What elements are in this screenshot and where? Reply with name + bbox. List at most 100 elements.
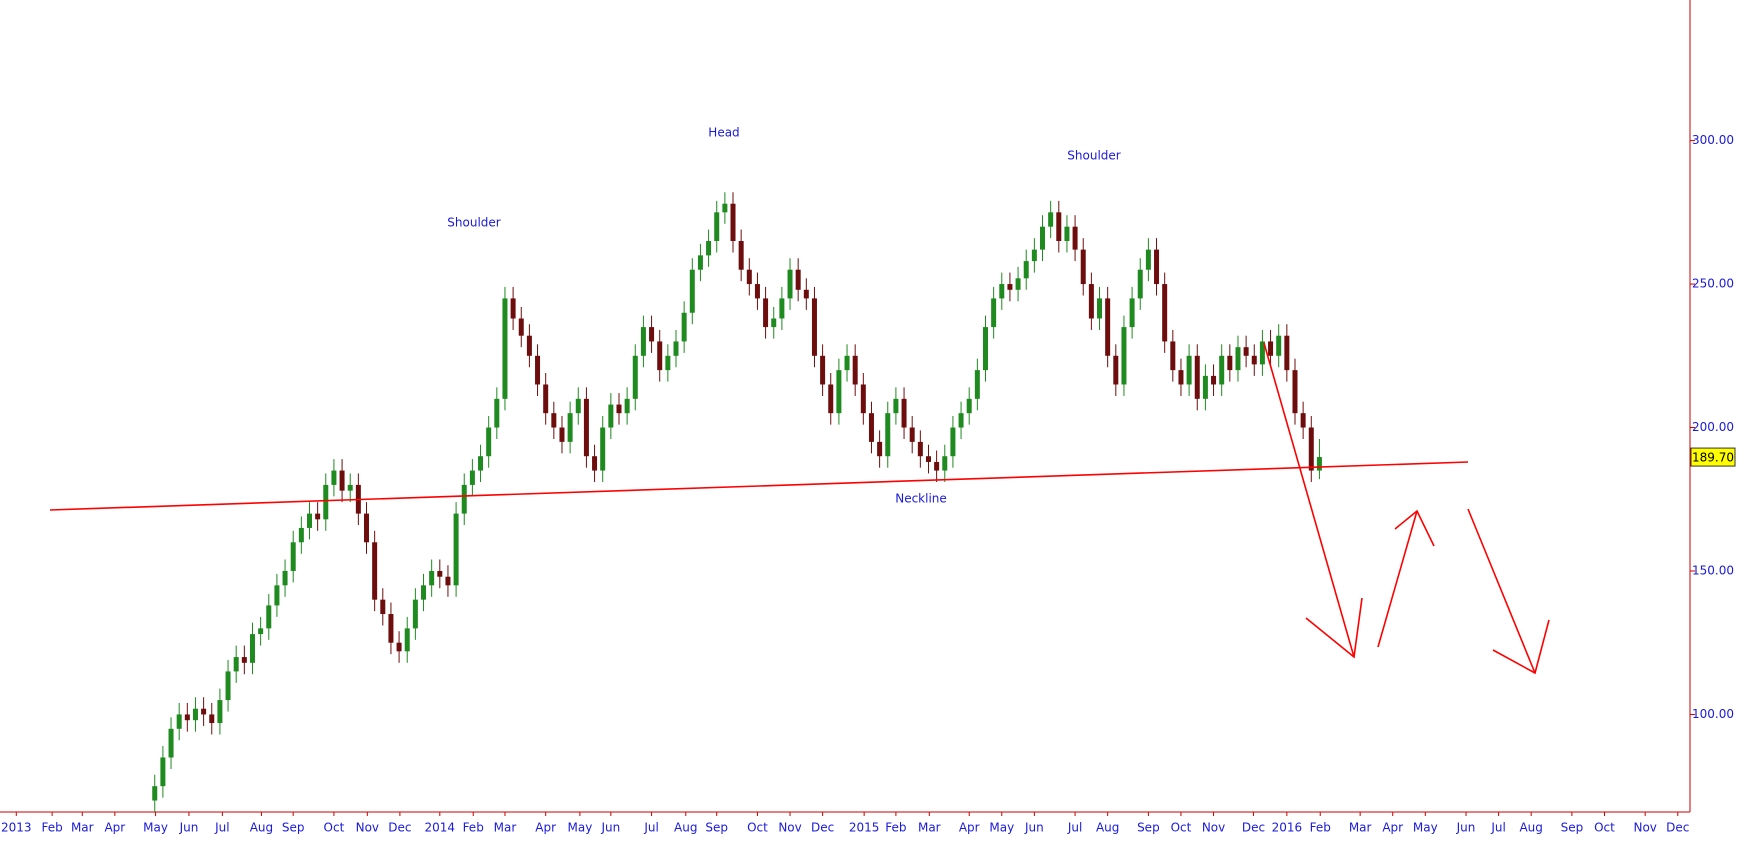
candle-body — [567, 413, 573, 442]
candle-body — [1072, 226, 1078, 250]
candle-body — [640, 327, 646, 356]
y-tick-label: 250.00 — [1692, 277, 1734, 291]
x-tick-label: May — [567, 821, 592, 835]
candle-body — [600, 427, 606, 471]
candle-body — [583, 398, 589, 457]
candle-body — [657, 341, 663, 371]
candle-body — [152, 786, 158, 801]
candle-body — [1292, 370, 1298, 414]
candle-body — [779, 298, 785, 319]
x-tick-label: Dec — [1242, 821, 1265, 835]
x-tick-label: Apr — [1382, 821, 1403, 835]
candle-body — [1211, 375, 1217, 385]
candle-body — [176, 714, 182, 729]
candle-body — [1088, 284, 1094, 319]
annotation: Head — [708, 126, 739, 140]
candle-body — [852, 355, 858, 385]
candle-body — [763, 298, 769, 328]
candle-body — [665, 355, 671, 371]
candle-body — [909, 427, 915, 442]
x-tick-label: Nov — [1202, 821, 1225, 835]
y-tick-label: 300.00 — [1692, 133, 1734, 147]
candle-body — [241, 657, 247, 663]
candle-body — [518, 318, 524, 336]
candle-body — [901, 398, 907, 428]
candle-body — [266, 605, 272, 629]
x-tick-label: Jun — [600, 821, 620, 835]
candle-body — [787, 269, 793, 299]
x-tick-label: Aug — [1096, 821, 1119, 835]
candle-body — [893, 398, 899, 414]
candle-body — [1268, 341, 1274, 356]
candle-body — [1162, 284, 1168, 342]
candle-body — [706, 241, 712, 256]
candle-body — [1276, 335, 1282, 356]
candle-body — [1097, 298, 1103, 319]
x-tick-label: May — [143, 821, 168, 835]
x-tick-label: Oct — [1594, 821, 1615, 835]
candle-body — [364, 513, 370, 543]
candle-body — [323, 484, 329, 520]
candle-body — [1219, 355, 1225, 385]
candle-body — [1137, 269, 1143, 299]
x-tick-label: 2014 — [425, 821, 456, 835]
x-tick-label: Oct — [324, 821, 345, 835]
x-tick-label: Mar — [918, 821, 941, 835]
candle-body — [298, 527, 304, 543]
arrow-head — [1492, 619, 1550, 675]
x-tick-label: Apr — [104, 821, 125, 835]
candle-body — [1040, 226, 1046, 250]
candle-body — [192, 708, 198, 721]
candle-body — [714, 212, 720, 242]
candle-body — [811, 298, 817, 356]
candle-body — [803, 289, 809, 299]
candle-body — [1300, 413, 1306, 428]
candle-body — [616, 404, 622, 414]
y-tick-label: 100.00 — [1692, 707, 1734, 721]
x-tick-label: Feb — [463, 821, 484, 835]
candle-body — [306, 513, 312, 528]
arrow — [1263, 342, 1355, 658]
x-tick-label: 2016 — [1272, 821, 1303, 835]
x-tick-label: Mar — [494, 821, 517, 835]
candle-body — [1259, 341, 1265, 365]
x-tick-label: Sep — [1561, 821, 1584, 835]
candle-body — [290, 542, 296, 571]
x-tick-label: Jul — [1067, 821, 1082, 835]
x-tick-label: Jul — [1490, 821, 1505, 835]
candle-body — [469, 470, 475, 485]
candle-body — [950, 427, 956, 457]
candle-body — [510, 298, 516, 319]
candle-body — [925, 456, 931, 462]
x-tick-label: Dec — [811, 821, 834, 835]
candle-body — [836, 370, 842, 414]
candle-body — [632, 355, 638, 399]
candle-body — [1308, 427, 1314, 471]
x-tick-label: Dec — [388, 821, 411, 835]
candle-body — [184, 714, 190, 721]
candle-body — [982, 327, 988, 371]
annotation: Shoulder — [1067, 149, 1121, 163]
candle-body — [1121, 327, 1127, 385]
candle-body — [999, 284, 1005, 299]
candle-body — [258, 628, 264, 635]
candle-body — [526, 335, 532, 356]
candle-body — [445, 576, 451, 586]
candle-body — [746, 269, 752, 285]
x-tick-label: Nov — [778, 821, 801, 835]
x-tick-label: Jul — [643, 821, 658, 835]
candle-body — [1064, 226, 1070, 242]
candle-body — [1186, 355, 1192, 385]
candle-body — [421, 585, 427, 600]
candle-body — [160, 757, 166, 787]
candle-body — [958, 413, 964, 428]
x-tick-label: Aug — [250, 821, 273, 835]
candle-body — [233, 657, 239, 672]
candle-body — [877, 441, 883, 457]
x-tick-label: May — [989, 821, 1014, 835]
x-tick-label: Sep — [1137, 821, 1160, 835]
candle-body — [1227, 355, 1233, 371]
candle-body — [315, 513, 321, 520]
candle-body — [209, 714, 215, 724]
candle-body — [1243, 347, 1249, 356]
